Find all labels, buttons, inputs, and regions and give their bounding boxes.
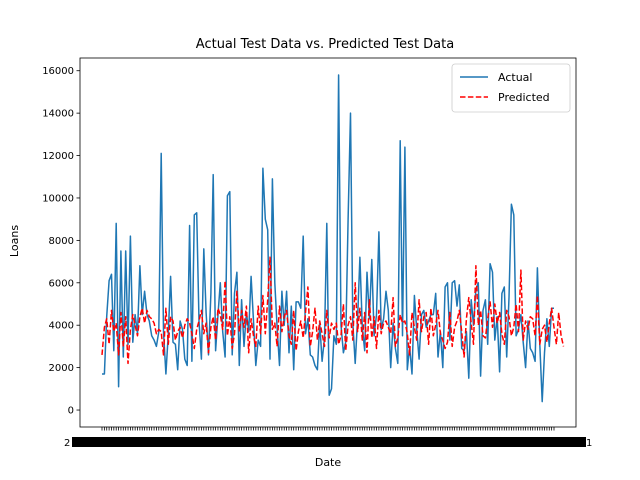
y-tick-label: 2000 (49, 363, 74, 374)
y-axis-label: Loans (8, 225, 21, 257)
y-tick-label: 12000 (42, 151, 74, 162)
plot-area (101, 74, 565, 403)
legend-box (451, 63, 571, 113)
series-line-predicted (101, 256, 565, 365)
series-line-actual (102, 74, 554, 403)
y-tick-label: 8000 (49, 236, 74, 247)
axes-frame (79, 57, 577, 428)
y-tick-label: 10000 (42, 193, 74, 204)
legend: Actual Predicted (451, 63, 571, 113)
chart-title: Actual Test Data vs. Predicted Test Data (196, 37, 454, 52)
legend-label-actual: Actual (498, 71, 532, 84)
x-axis-label: Date (315, 456, 342, 469)
x-tick-label-band (72, 437, 586, 447)
x-tick-label-first: 2 (64, 438, 70, 449)
y-tick-label: 4000 (49, 321, 74, 332)
y-tick-label: 0 (68, 406, 74, 417)
y-tick-label: 14000 (42, 109, 74, 120)
x-tick-label-last: 1 (586, 438, 592, 449)
y-tick-label: 16000 (42, 66, 74, 77)
axes: 0 2000 4000 6000 8000 10000 12000 14000 16000 2 1 (42, 57, 592, 449)
y-tick-label: 6000 (49, 278, 74, 289)
legend-label-predicted: Predicted (498, 91, 550, 104)
